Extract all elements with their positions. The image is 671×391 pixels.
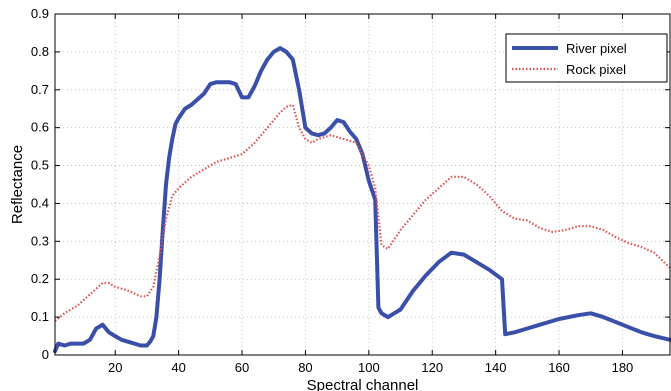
legend-entry-river-pixel: River pixel: [566, 41, 627, 56]
x-tick-label: 60: [235, 360, 249, 375]
plot-frame: [54, 13, 671, 356]
y-tick-label: 0.2: [31, 271, 49, 286]
x-tick-labels: 20 40 60 80 100 120 140 160 180: [108, 360, 633, 375]
x-tick-label: 180: [612, 360, 634, 375]
x-tick-label: 80: [298, 360, 312, 375]
tick-marks: [55, 13, 670, 356]
y-tick-label: 0.4: [31, 195, 49, 210]
series-line-river-pixel: [53, 46, 671, 354]
x-tick-label: 40: [171, 360, 185, 375]
y-tick-label: 0.6: [31, 120, 49, 135]
x-axis-label: Spectral channel: [307, 377, 419, 391]
series-layer: [53, 46, 671, 354]
y-tick-label: 0.3: [31, 233, 49, 248]
y-axis-label: Reflectance: [9, 145, 26, 224]
series-line-rock-pixel: [54, 103, 671, 322]
legend-entry-rock-pixel: Rock pixel: [566, 62, 626, 77]
legend: River pixel Rock pixel: [505, 33, 668, 83]
y-tick-label: 0.5: [31, 158, 49, 173]
x-tick-label: 160: [548, 360, 570, 375]
x-tick-label: 100: [358, 360, 380, 375]
x-tick-label: 140: [485, 360, 507, 375]
y-tick-label: 0.1: [31, 309, 49, 324]
y-tick-label: 0.7: [31, 82, 49, 97]
y-tick-labels: 0 0.1 0.2 0.3 0.4 0.5 0.6 0.7 0.8 0.9: [31, 6, 49, 362]
y-tick-label: 0.9: [31, 6, 49, 21]
x-tick-label: 20: [108, 360, 122, 375]
x-tick-label: 120: [421, 360, 443, 375]
y-tick-label: 0: [42, 347, 49, 362]
y-tick-label: 0.8: [31, 44, 49, 59]
legend-box: [505, 33, 668, 83]
